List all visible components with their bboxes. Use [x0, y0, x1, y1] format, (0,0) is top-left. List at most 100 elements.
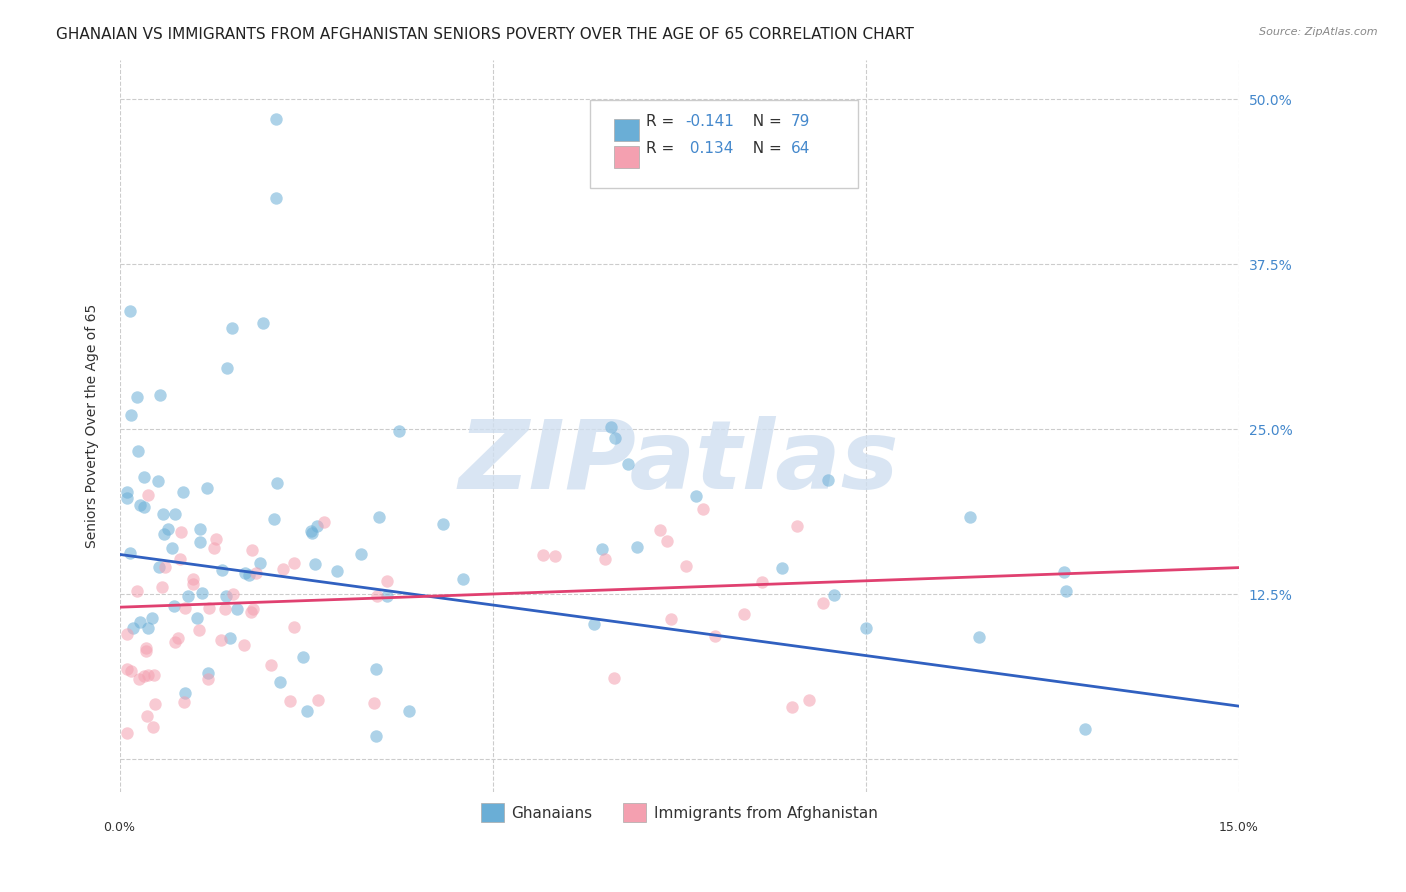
Point — [364, 662, 387, 676]
Point — [616, 457, 638, 471]
Point — [122, 621, 145, 635]
Point — [226, 602, 249, 616]
Point — [141, 610, 163, 624]
Point — [240, 542, 263, 557]
Point — [197, 665, 219, 680]
Point — [222, 587, 245, 601]
Point — [797, 693, 820, 707]
Point — [388, 425, 411, 439]
Point — [595, 551, 617, 566]
Point — [132, 669, 155, 683]
Point — [531, 548, 554, 562]
Point — [174, 601, 197, 615]
Point — [451, 572, 474, 586]
Point — [118, 303, 141, 318]
Point — [215, 589, 238, 603]
Point — [115, 626, 138, 640]
Point — [301, 525, 323, 540]
Point — [967, 631, 990, 645]
Point — [188, 623, 211, 637]
Point — [252, 316, 274, 330]
Point — [172, 485, 194, 500]
Point — [152, 526, 174, 541]
Point — [188, 522, 211, 536]
Point — [167, 631, 190, 645]
Point — [202, 541, 225, 555]
Point — [813, 596, 835, 610]
Point — [1054, 583, 1077, 598]
Point — [398, 704, 420, 718]
Point — [142, 720, 165, 734]
Point — [170, 524, 193, 539]
Point — [675, 558, 697, 573]
Point — [583, 616, 606, 631]
Point — [278, 694, 301, 708]
Text: 79: 79 — [792, 114, 811, 129]
Point — [136, 488, 159, 502]
Point — [299, 524, 322, 539]
Text: Source: ZipAtlas.com: Source: ZipAtlas.com — [1260, 27, 1378, 37]
Point — [366, 729, 388, 743]
Point — [685, 489, 707, 503]
Point — [544, 549, 567, 564]
Text: N =: N = — [742, 142, 787, 156]
FancyBboxPatch shape — [614, 119, 638, 141]
Text: 0.134: 0.134 — [685, 142, 734, 156]
Point — [211, 563, 233, 577]
Point — [786, 518, 808, 533]
Point — [363, 696, 385, 710]
Point — [153, 560, 176, 574]
Point — [163, 599, 186, 613]
Point — [283, 557, 305, 571]
Point — [115, 726, 138, 740]
Point — [183, 572, 205, 586]
Point — [648, 523, 671, 537]
Legend: Ghanaians, Immigrants from Afghanistan: Ghanaians, Immigrants from Afghanistan — [475, 797, 884, 829]
Point — [823, 589, 845, 603]
Point — [214, 602, 236, 616]
Text: 64: 64 — [792, 142, 811, 156]
Point — [233, 566, 256, 580]
Point — [127, 583, 149, 598]
Text: GHANAIAN VS IMMIGRANTS FROM AFGHANISTAN SENIORS POVERTY OVER THE AGE OF 65 CORRE: GHANAIAN VS IMMIGRANTS FROM AFGHANISTAN … — [56, 27, 914, 42]
Point — [264, 112, 287, 126]
Point — [128, 498, 150, 512]
Point — [249, 556, 271, 570]
Point — [266, 475, 288, 490]
Point — [312, 515, 335, 529]
Point — [238, 568, 260, 582]
Point — [120, 408, 142, 422]
Point — [855, 622, 877, 636]
Point — [191, 586, 214, 600]
Text: R =: R = — [645, 114, 679, 129]
Point — [308, 692, 330, 706]
Point — [134, 500, 156, 514]
Text: R =: R = — [645, 142, 679, 156]
Point — [165, 507, 187, 521]
Point — [780, 700, 803, 714]
Point — [148, 388, 170, 402]
Point — [659, 612, 682, 626]
Text: 15.0%: 15.0% — [1219, 822, 1258, 834]
Point — [115, 662, 138, 676]
Point — [1053, 565, 1076, 579]
Point — [770, 561, 793, 575]
Point — [264, 191, 287, 205]
Point — [291, 650, 314, 665]
Point — [198, 601, 221, 615]
Point — [655, 533, 678, 548]
Point — [115, 485, 138, 500]
Point — [377, 574, 399, 589]
Point — [163, 635, 186, 649]
Point — [603, 431, 626, 445]
Point — [135, 644, 157, 658]
Point — [626, 540, 648, 554]
Point — [295, 704, 318, 718]
Point — [432, 516, 454, 531]
Point — [125, 391, 148, 405]
Point — [959, 510, 981, 524]
Point — [751, 575, 773, 590]
FancyBboxPatch shape — [614, 146, 638, 168]
Point — [603, 671, 626, 685]
Point — [704, 629, 727, 643]
